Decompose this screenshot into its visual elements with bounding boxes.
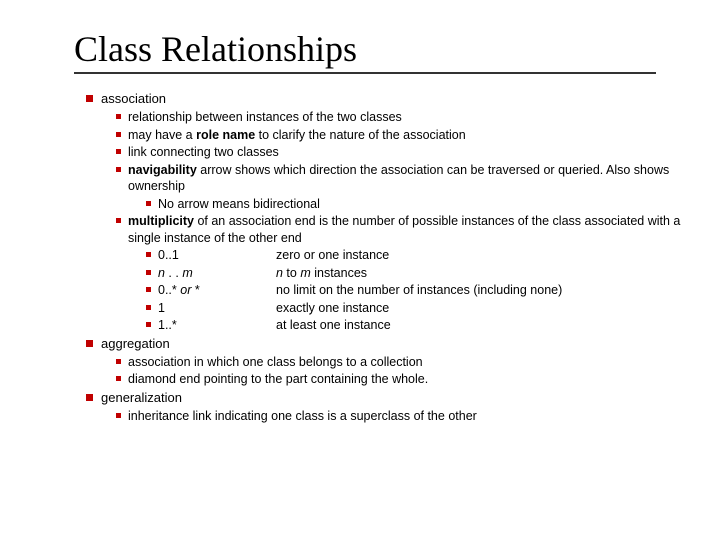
bullet-icon bbox=[146, 201, 151, 206]
bullet-icon bbox=[116, 114, 121, 119]
bold-span: multiplicity bbox=[128, 214, 194, 228]
bold-span: navigability bbox=[128, 163, 197, 177]
bullet-icon bbox=[146, 252, 151, 257]
ital-span: m bbox=[300, 266, 310, 280]
item-text: No arrow means bidirectional bbox=[158, 196, 702, 213]
bullet-icon bbox=[86, 95, 93, 102]
section-heading: association bbox=[86, 90, 702, 107]
bullet-icon bbox=[116, 218, 121, 223]
list-item: inheritance link indicating one class is… bbox=[116, 408, 702, 425]
table-cell: n to m instances bbox=[276, 265, 702, 282]
bullet-icon bbox=[146, 305, 151, 310]
item-text: inheritance link indicating one class is… bbox=[128, 408, 702, 425]
slide-content: association relationship between instanc… bbox=[74, 90, 702, 424]
list-item: link connecting two classes bbox=[116, 144, 702, 161]
list-item: No arrow means bidirectional bbox=[146, 196, 702, 213]
table-row: 1..* at least one instance bbox=[146, 317, 702, 334]
item-text: multiplicity of an association end is th… bbox=[128, 213, 702, 246]
table-row: 0..* or * no limit on the number of inst… bbox=[146, 282, 702, 299]
bullet-icon bbox=[86, 340, 93, 347]
text-span: 0..* bbox=[158, 283, 180, 297]
bullet-icon bbox=[116, 413, 121, 418]
table-cell: 1..* bbox=[158, 317, 276, 334]
item-text: diamond end pointing to the part contain… bbox=[128, 371, 702, 388]
item-text: may have a role name to clarify the natu… bbox=[128, 127, 702, 144]
text-span: to bbox=[283, 266, 300, 280]
section-heading: aggregation bbox=[86, 335, 702, 352]
list-item: navigability arrow shows which direction… bbox=[116, 162, 702, 195]
table-cell: n . . m bbox=[158, 265, 276, 282]
title-underline bbox=[74, 72, 656, 74]
text-span: * bbox=[191, 283, 199, 297]
bullet-icon bbox=[116, 149, 121, 154]
table-row: 1 exactly one instance bbox=[146, 300, 702, 317]
text-span: . . bbox=[165, 266, 182, 280]
item-text: navigability arrow shows which direction… bbox=[128, 162, 702, 195]
list-item: multiplicity of an association end is th… bbox=[116, 213, 702, 246]
list-item: association in which one class belongs t… bbox=[116, 354, 702, 371]
bullet-icon bbox=[116, 132, 121, 137]
table-row: 0..1 zero or one instance bbox=[146, 247, 702, 264]
list-item: relationship between instances of the tw… bbox=[116, 109, 702, 126]
list-item: may have a role name to clarify the natu… bbox=[116, 127, 702, 144]
ital-span: n bbox=[158, 266, 165, 280]
item-text: relationship between instances of the tw… bbox=[128, 109, 702, 126]
text-span: may have a bbox=[128, 128, 196, 142]
bullet-icon bbox=[116, 359, 121, 364]
text-span: arrow shows which direction the associat… bbox=[128, 163, 669, 194]
ital-span: n bbox=[276, 266, 283, 280]
slide-title: Class Relationships bbox=[74, 28, 702, 70]
bullet-icon bbox=[146, 270, 151, 275]
table-cell: at least one instance bbox=[276, 317, 702, 334]
table-cell: exactly one instance bbox=[276, 300, 702, 317]
table-row: n . . m n to m instances bbox=[146, 265, 702, 282]
table-cell: 0..* or * bbox=[158, 282, 276, 299]
item-text: link connecting two classes bbox=[128, 144, 702, 161]
text-span: to clarify the nature of the association bbox=[255, 128, 466, 142]
text-span: of an association end is the number of p… bbox=[128, 214, 680, 245]
heading-text: generalization bbox=[101, 389, 702, 406]
section-heading: generalization bbox=[86, 389, 702, 406]
bold-span: role name bbox=[196, 128, 255, 142]
text-span: instances bbox=[311, 266, 367, 280]
ital-span: or bbox=[180, 283, 191, 297]
list-item: diamond end pointing to the part contain… bbox=[116, 371, 702, 388]
bullet-icon bbox=[116, 376, 121, 381]
bullet-icon bbox=[146, 322, 151, 327]
table-cell: 1 bbox=[158, 300, 276, 317]
ital-span: m bbox=[182, 266, 192, 280]
table-cell: 0..1 bbox=[158, 247, 276, 264]
heading-text: association bbox=[101, 90, 702, 107]
slide: Class Relationships association relation… bbox=[0, 0, 720, 443]
bullet-icon bbox=[146, 287, 151, 292]
item-text: association in which one class belongs t… bbox=[128, 354, 702, 371]
heading-text: aggregation bbox=[101, 335, 702, 352]
bullet-icon bbox=[116, 167, 121, 172]
bullet-icon bbox=[86, 394, 93, 401]
table-cell: zero or one instance bbox=[276, 247, 702, 264]
table-cell: no limit on the number of instances (inc… bbox=[276, 282, 702, 299]
